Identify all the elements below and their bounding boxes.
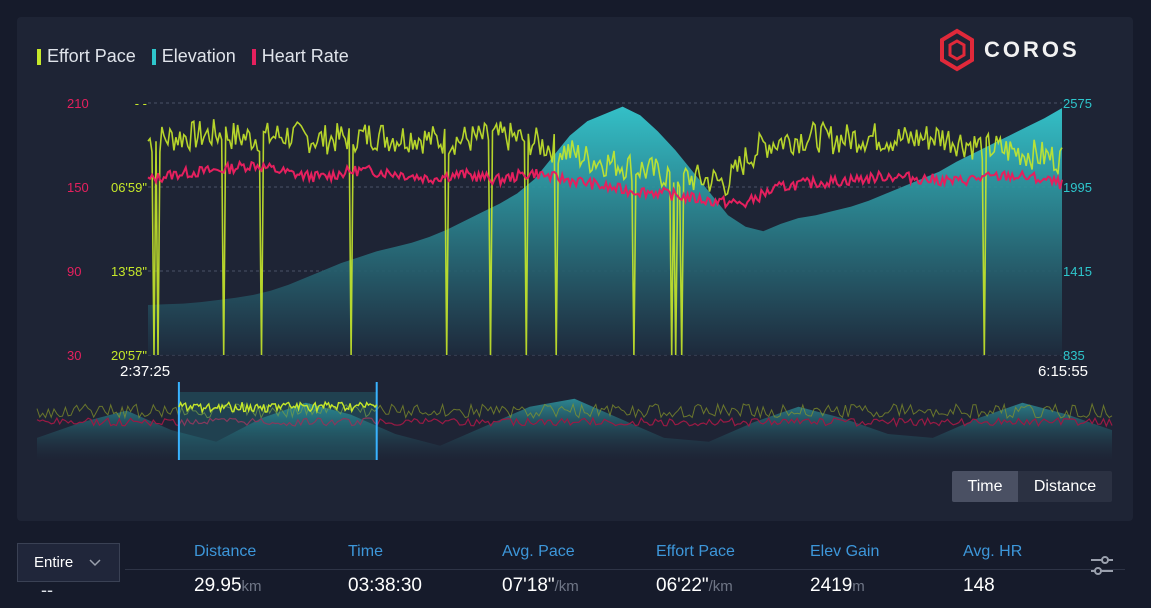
stat-effort-pace-label: Effort Pace	[656, 543, 735, 560]
pace-tick-label: 06'59"	[111, 180, 147, 195]
time-toggle-button[interactable]: Time	[952, 471, 1018, 502]
distance-toggle-button[interactable]: Distance	[1018, 471, 1112, 502]
hr-tick-label: 210	[67, 96, 89, 111]
chart-legend: Effort Pace Elevation Heart Rate	[37, 46, 349, 67]
stat-avg-hr-value: 148	[963, 575, 995, 596]
coros-hexagon-icon	[940, 28, 974, 72]
x-start-label: 2:37:25	[120, 363, 170, 380]
stat-elev-gain-value: 2419	[810, 575, 853, 596]
range-select[interactable]: Entire	[17, 543, 120, 582]
coros-logo: COROS	[938, 28, 1080, 72]
stat-distance-unit: km	[241, 578, 262, 595]
pace-tick-label: 20'57"	[111, 348, 147, 363]
legend-heart-rate[interactable]: Heart Rate	[251, 46, 349, 67]
stat-time-label: Time	[348, 543, 383, 560]
axis-toggle: Time Distance	[952, 471, 1112, 502]
elevation-tick-label: 2575	[1063, 96, 1092, 111]
chevron-down-icon	[89, 558, 101, 566]
hr-tick-label: 90	[67, 264, 81, 279]
overview-navigator[interactable]	[0, 382, 1151, 462]
legend-elevation[interactable]: Elevation	[151, 46, 236, 67]
stat-avg-hr: Avg. HR 148	[963, 543, 1022, 597]
stat-elev-gain: Elev Gain 2419m	[810, 543, 879, 597]
range-value-placeholder: --	[41, 580, 53, 600]
legend-heart-rate-label: Heart Rate	[261, 46, 349, 66]
legend-effort-pace-swatch	[37, 48, 41, 65]
overview-elevation-area	[37, 398, 1112, 460]
stat-effort-pace-unit: /km	[708, 578, 733, 595]
elevation-tick-label: 835	[1063, 348, 1085, 363]
overview-window-pace-line	[178, 400, 378, 415]
stat-avg-hr-label: Avg. HR	[963, 543, 1023, 560]
x-end-label: 6:15:55	[1038, 363, 1088, 380]
stat-distance-value: 29.95	[194, 575, 242, 596]
overview-window-fill[interactable]	[178, 392, 377, 460]
stat-effort-pace-value: 06'22"	[656, 575, 709, 596]
legend-effort-pace[interactable]: Effort Pace	[37, 46, 136, 67]
elevation-tick-label: 1415	[1063, 264, 1092, 279]
stat-effort-pace: Effort Pace 06'22"/km	[656, 543, 735, 597]
stats-divider	[125, 569, 1125, 570]
heart-rate-line	[147, 159, 1063, 210]
stat-distance: Distance 29.95km	[194, 543, 262, 597]
effort-pace-line	[147, 119, 1063, 356]
stat-avg-pace-value: 07'18"	[502, 575, 555, 596]
stat-distance-label: Distance	[194, 543, 257, 560]
coros-logo-text: COROS	[984, 37, 1080, 62]
legend-heart-rate-swatch	[251, 48, 256, 65]
overview-selection-window[interactable]	[177, 382, 378, 460]
stat-elev-gain-unit: m	[852, 578, 865, 595]
legend-effort-pace-label: Effort Pace	[47, 46, 136, 66]
stat-avg-pace-unit: /km	[554, 578, 579, 595]
range-select-value: Entire	[34, 554, 74, 571]
pace-tick-label: 13'58"	[111, 264, 147, 279]
pace-tick-label: - -	[135, 96, 147, 111]
legend-elevation-label: Elevation	[161, 46, 236, 66]
main-chart[interactable]: 210 - - 2575 150 06'59" 1995 90 13'58" 1415 30 20'…	[0, 0, 1151, 390]
hr-tick-label: 30	[67, 348, 81, 363]
hr-tick-label: 150	[67, 180, 89, 195]
sliders-settings-icon[interactable]	[1089, 555, 1115, 577]
stat-elev-gain-label: Elev Gain	[810, 543, 880, 560]
elevation-tick-label: 1995	[1063, 180, 1092, 195]
elevation-area	[148, 106, 1062, 355]
overview-hr-line	[36, 416, 1113, 428]
stat-time-value: 03:38:30	[348, 575, 422, 596]
stat-avg-pace-label: Avg. Pace	[502, 543, 575, 560]
legend-elevation-swatch	[151, 48, 156, 65]
stat-time: Time 03:38:30	[348, 543, 422, 597]
stat-avg-pace: Avg. Pace 07'18"/km	[502, 543, 579, 597]
